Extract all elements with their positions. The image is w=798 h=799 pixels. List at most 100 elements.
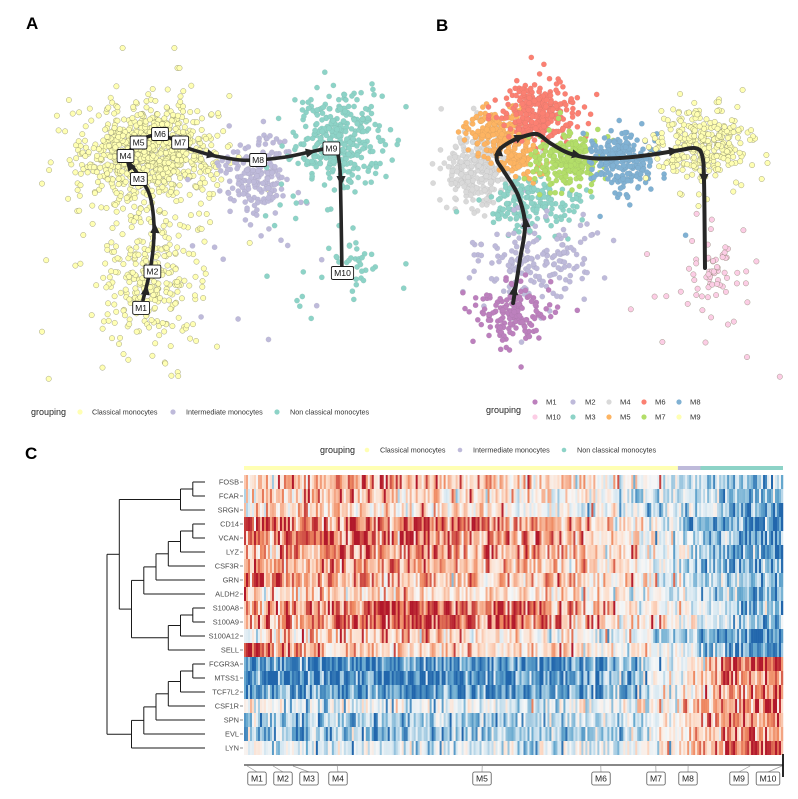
- data-point: [326, 105, 333, 112]
- heatmap-cell: [295, 517, 299, 531]
- data-point: [536, 335, 542, 341]
- heatmap-cell: [355, 489, 359, 503]
- data-point: [369, 81, 375, 87]
- data-point: [111, 301, 118, 308]
- heatmap-cell: [287, 475, 291, 489]
- data-point: [492, 171, 498, 178]
- heatmap-cell: [335, 517, 339, 531]
- data-point: [448, 181, 455, 187]
- legend-label: Intermediate monocytes: [473, 446, 550, 455]
- data-point: [131, 203, 138, 210]
- data-point: [677, 118, 684, 124]
- heatmap-cell: [477, 489, 480, 503]
- heatmap-cell: [361, 475, 365, 489]
- data-point: [188, 82, 195, 89]
- heatmap-cell: [669, 489, 672, 503]
- heatmap-cell: [749, 475, 752, 489]
- heatmap-cell: [419, 475, 422, 489]
- heatmap-cell: [537, 489, 540, 503]
- data-point: [429, 160, 436, 167]
- data-point: [162, 360, 169, 367]
- heatmap-cell: [499, 489, 502, 503]
- data-point: [555, 264, 562, 271]
- data-point: [710, 258, 717, 264]
- legend-label: Non classical monocytes: [290, 408, 370, 417]
- heatmap-cell: [409, 517, 412, 531]
- data-point: [559, 200, 566, 206]
- heatmap-cell: [273, 475, 277, 489]
- heatmap-cell: [655, 489, 658, 503]
- heatmap-cell: [249, 475, 253, 489]
- heatmap-cell: [323, 503, 327, 517]
- data-point: [548, 201, 555, 207]
- data-point: [112, 202, 119, 208]
- data-point: [737, 140, 744, 147]
- data-point: [245, 186, 252, 192]
- data-point: [157, 166, 164, 173]
- heatmap-cell: [427, 475, 430, 489]
- heatmap-cell: [475, 475, 478, 489]
- heatmap-cell: [333, 517, 337, 531]
- heatmap-cell: [519, 503, 522, 517]
- heatmap-cell: [277, 503, 281, 517]
- heatmap-cell: [581, 517, 584, 531]
- heatmap-cell: [493, 475, 496, 489]
- data-point: [77, 182, 84, 189]
- data-point: [104, 133, 111, 140]
- heatmap-cell: [497, 489, 500, 503]
- heatmap-cell: [337, 489, 341, 503]
- heatmap-cell: [253, 475, 257, 489]
- data-point: [532, 125, 539, 132]
- data-point: [483, 173, 490, 180]
- data-point: [131, 195, 138, 201]
- heatmap-cell: [567, 503, 570, 517]
- data-point: [156, 295, 163, 301]
- data-point: [661, 175, 667, 181]
- heatmap-cell: [305, 489, 309, 503]
- data-point: [571, 208, 577, 215]
- heatmap-cell: [701, 503, 704, 517]
- heatmap-cell: [725, 489, 728, 503]
- heatmap-cell: [385, 489, 388, 503]
- data-point: [559, 242, 565, 248]
- data-point: [547, 181, 553, 188]
- heatmap-cell: [601, 503, 604, 517]
- heatmap-cell: [483, 475, 486, 489]
- heatmap-cell: [579, 517, 582, 531]
- heatmap-cell: [393, 517, 396, 531]
- data-point: [108, 239, 115, 246]
- data-point: [691, 277, 698, 284]
- heatmap-cell: [501, 489, 504, 503]
- heatmap-cell: [323, 475, 327, 489]
- data-point: [524, 248, 531, 254]
- data-point: [295, 189, 302, 196]
- heatmap-cell: [347, 503, 351, 517]
- data-point: [62, 128, 69, 135]
- data-point: [488, 275, 495, 282]
- data-point: [531, 175, 538, 182]
- data-point: [728, 117, 735, 124]
- heatmap-cell: [273, 503, 277, 517]
- heatmap-cell: [573, 517, 576, 531]
- heatmap-cell: [477, 475, 480, 489]
- heatmap-cell: [563, 517, 566, 531]
- heatmap-cell: [699, 517, 702, 531]
- heatmap-cell: [551, 489, 554, 503]
- heatmap-cell: [443, 517, 446, 531]
- heatmap-cell: [699, 475, 702, 489]
- data-point: [485, 317, 492, 324]
- heatmap-cell: [649, 517, 652, 531]
- data-point: [176, 182, 183, 189]
- heatmap-cell: [723, 517, 726, 531]
- heatmap-cell: [721, 503, 724, 517]
- data-point: [466, 308, 473, 315]
- heatmap-cell: [469, 503, 472, 517]
- heatmap-cell: [511, 475, 514, 489]
- data-point: [325, 245, 332, 252]
- heatmap-cell: [289, 489, 293, 503]
- heatmap-cell: [515, 475, 518, 489]
- data-point: [122, 286, 129, 293]
- data-point: [168, 117, 175, 124]
- heatmap-cell: [523, 475, 526, 489]
- data-point: [776, 373, 783, 380]
